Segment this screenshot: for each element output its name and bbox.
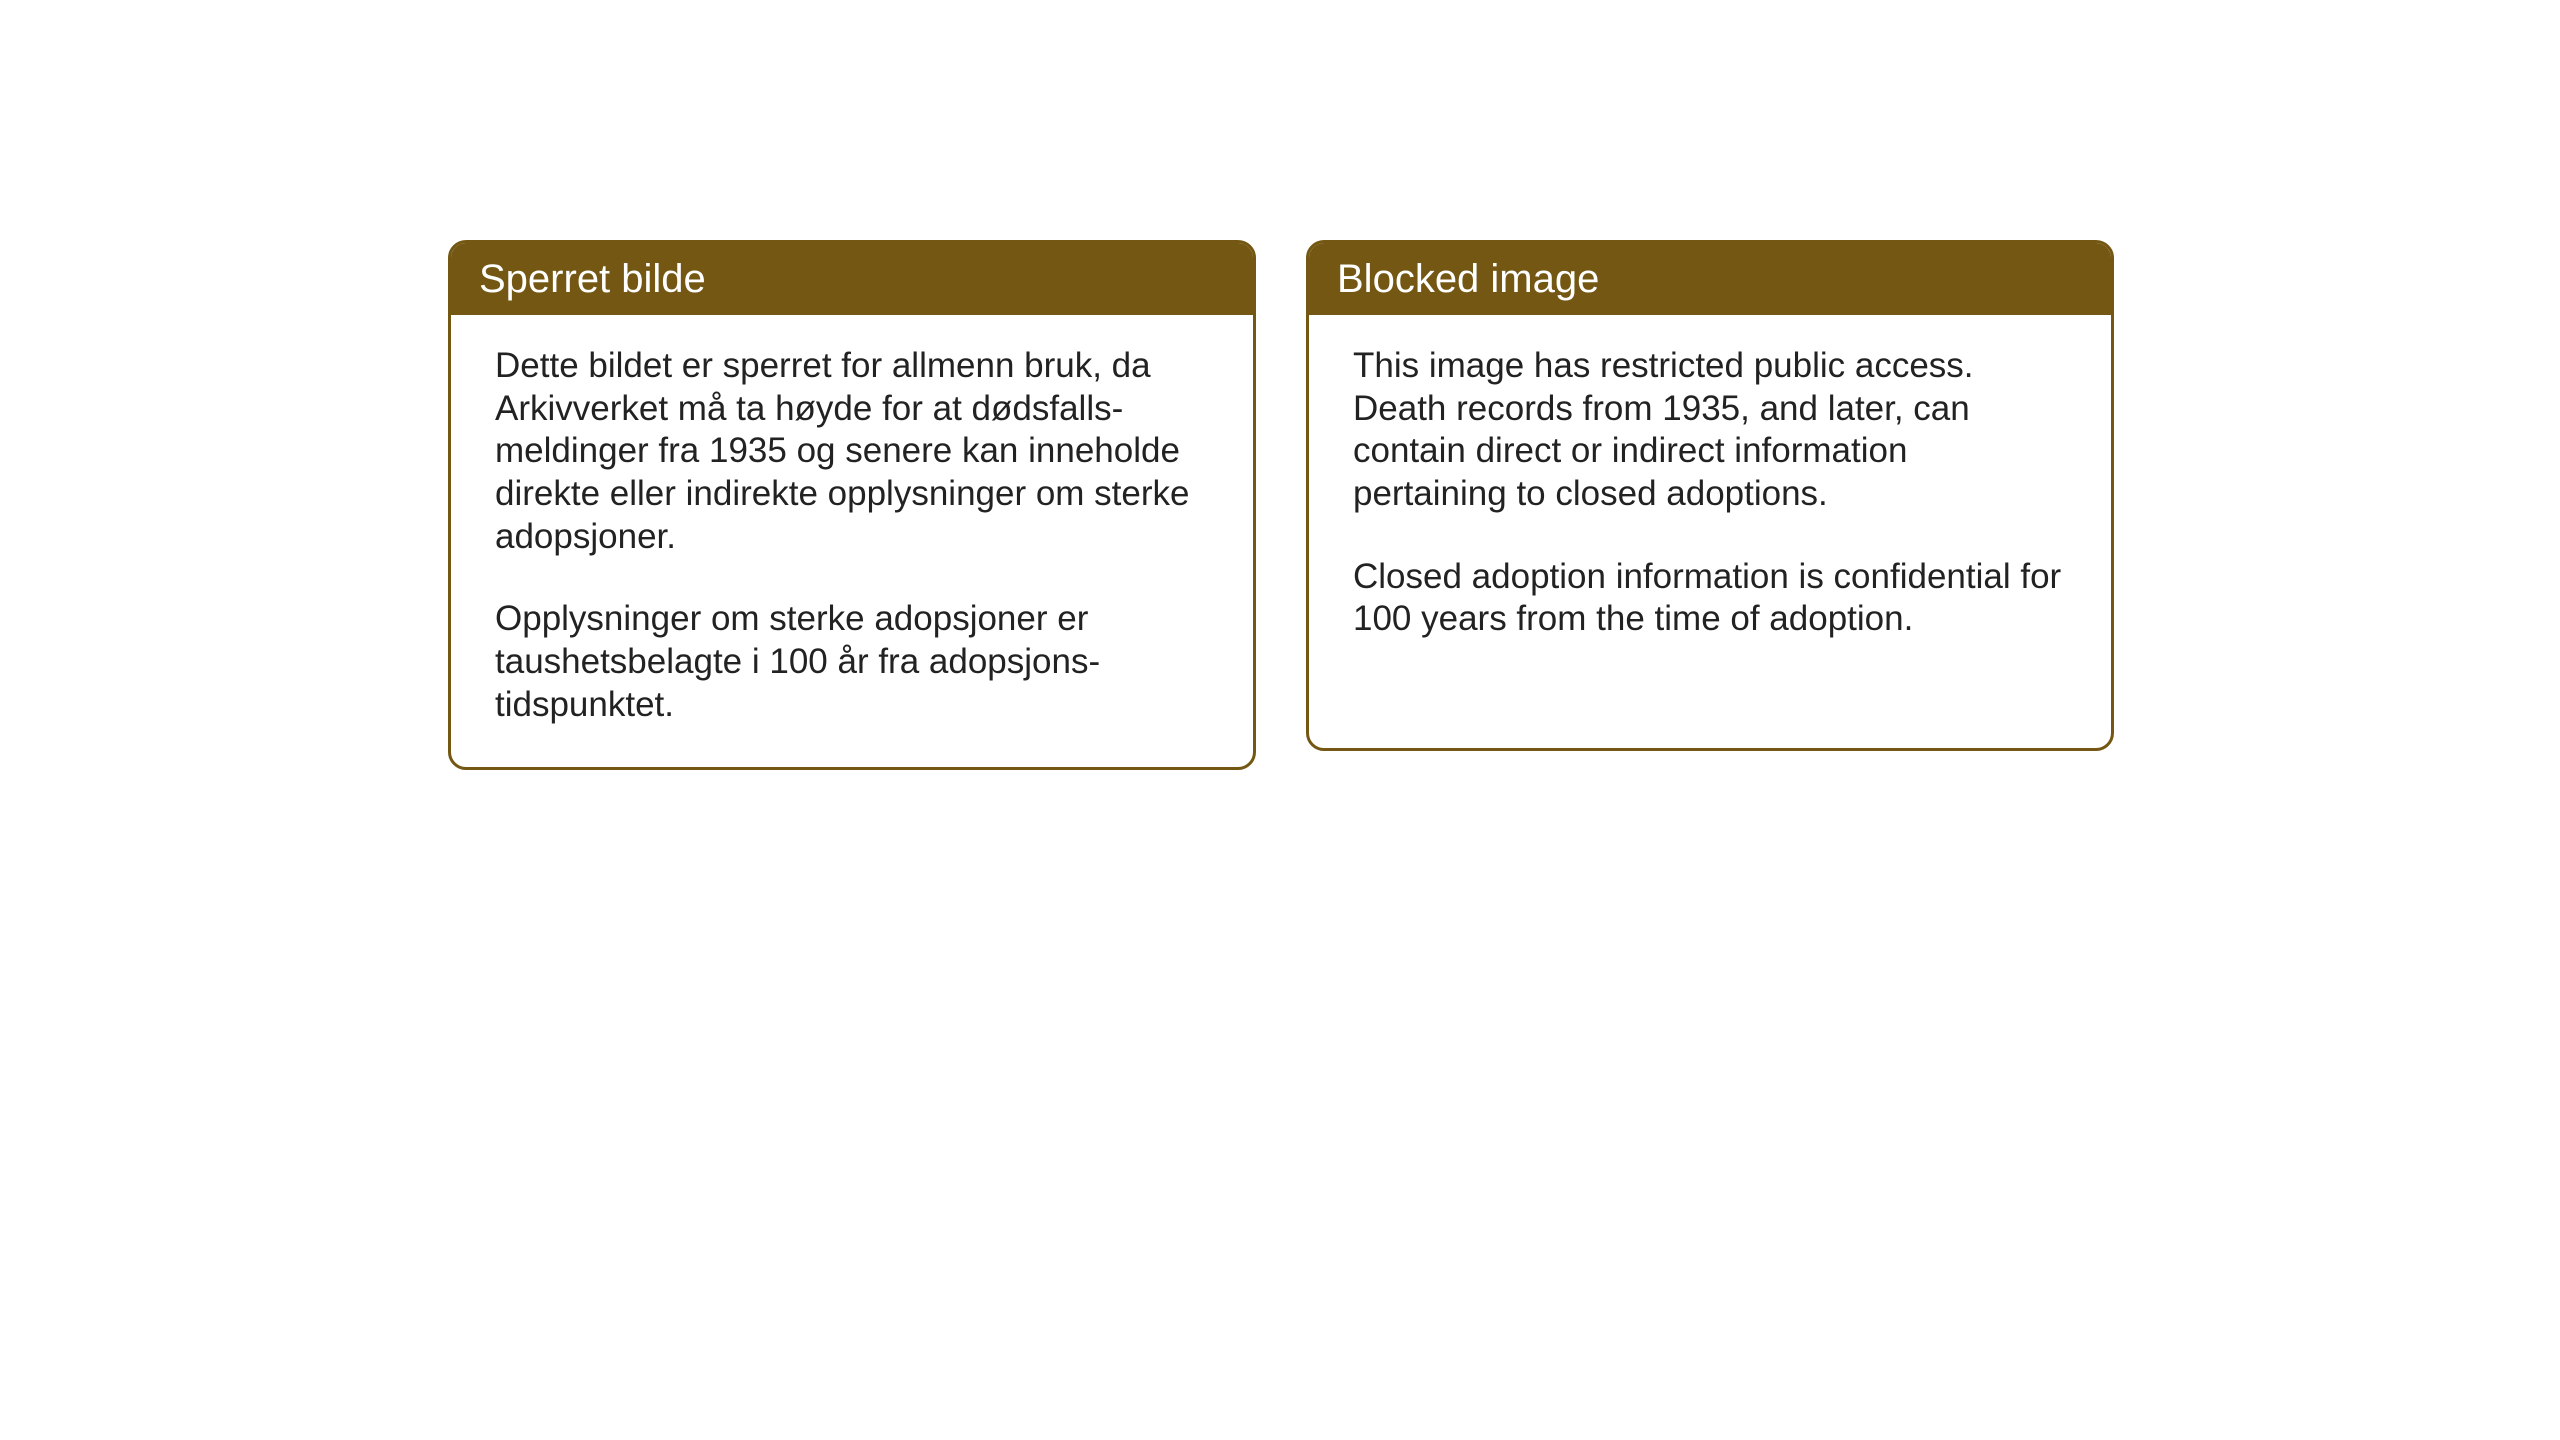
norwegian-card-title: Sperret bilde	[451, 243, 1253, 315]
english-card: Blocked image This image has restricted …	[1306, 240, 2114, 751]
norwegian-card-body: Dette bildet er sperret for allmenn bruk…	[451, 315, 1253, 767]
norwegian-paragraph-2: Opplysninger om sterke adopsjoner er tau…	[495, 598, 1209, 726]
english-paragraph-1: This image has restricted public access.…	[1353, 345, 2067, 516]
cards-container: Sperret bilde Dette bildet er sperret fo…	[448, 240, 2560, 770]
english-card-title: Blocked image	[1309, 243, 2111, 315]
english-card-body: This image has restricted public access.…	[1309, 315, 2111, 681]
norwegian-card: Sperret bilde Dette bildet er sperret fo…	[448, 240, 1256, 770]
english-paragraph-2: Closed adoption information is confident…	[1353, 556, 2067, 641]
norwegian-paragraph-1: Dette bildet er sperret for allmenn bruk…	[495, 345, 1209, 558]
